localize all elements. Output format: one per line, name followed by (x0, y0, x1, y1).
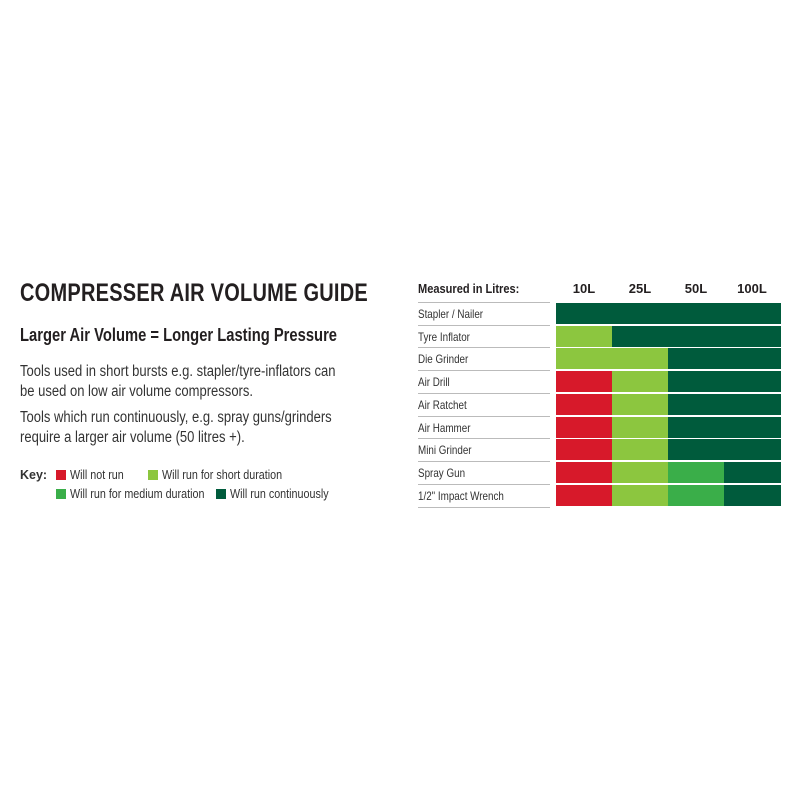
row-label: Air Hammer (418, 415, 550, 439)
heatmap-cell (724, 439, 781, 461)
row-label: Stapler / Nailer (418, 302, 550, 325)
row-label: Mini Grinder (418, 438, 550, 461)
heatmap-cell (556, 325, 613, 347)
heatmap-cell (668, 461, 725, 483)
legend-swatch (56, 470, 66, 480)
column-header: 50L (684, 281, 708, 296)
heatmap-cell (612, 371, 669, 393)
heatmap-cell (668, 393, 725, 415)
column-header: 10L (572, 281, 596, 296)
heatmap-cell (556, 303, 613, 324)
heatmap-cell (724, 393, 781, 415)
legend-item-label: Will run for medium duration (70, 487, 205, 501)
heatmap-cell (612, 461, 669, 483)
legend-item: Will not run (56, 468, 133, 482)
heatmap-cell (724, 303, 781, 324)
paragraph-short-bursts: Tools used in short bursts e.g. stapler/… (20, 363, 336, 400)
legend-swatch (148, 470, 158, 480)
legend-item-label: Will run for short duration (162, 468, 283, 482)
legend-swatch (216, 489, 226, 499)
row-label: 1/2" Impact Wrench (418, 483, 550, 508)
row-header: Measured in Litres: (418, 281, 520, 296)
heatmap-cell (724, 348, 781, 370)
heatmap-cell (668, 348, 725, 370)
legend-swatch (56, 489, 66, 499)
legend-item: Will run continuously (216, 487, 345, 501)
heatmap-cell (556, 461, 613, 483)
column-header: 100L (737, 281, 767, 296)
heatmap-cell (668, 371, 725, 393)
subtitle: Larger Air Volume = Longer Lasting Press… (20, 325, 338, 345)
heatmap-cell (612, 484, 669, 506)
heatmap-cell (556, 439, 613, 461)
heatmap-cell (556, 348, 613, 370)
heatmap-cell (612, 348, 669, 370)
heatmap-cell (556, 393, 613, 415)
heatmap-cell (612, 439, 669, 461)
paragraph-continuous: Tools which run continuously, e.g. spray… (20, 409, 332, 446)
heatmap-cell (556, 371, 613, 393)
heatmap-cell (612, 325, 669, 347)
heatmap-cell (724, 416, 781, 438)
row-label: Die Grinder (418, 347, 550, 370)
heatmap-cell (668, 416, 725, 438)
heatmap-cell (724, 484, 781, 506)
legend-item-label: Will run continuously (230, 487, 329, 501)
page-title: COMPRESSER AIR VOLUME GUIDE (20, 279, 368, 307)
heatmap-cell (612, 416, 669, 438)
column-header: 25L (628, 281, 652, 296)
heatmap-cell (668, 303, 725, 324)
heatmap-cell (724, 371, 781, 393)
legend-item: Will run for medium duration (56, 487, 226, 501)
heatmap-cell (668, 439, 725, 461)
heatmap-cell (724, 461, 781, 483)
row-label: Spray Gun (418, 460, 550, 484)
heatmap-cell (612, 393, 669, 415)
row-label: Air Drill (418, 370, 550, 393)
heatmap-cell (612, 303, 669, 324)
heatmap-cell (668, 484, 725, 506)
heatmap-cell (556, 484, 613, 506)
legend-item-label: Will not run (70, 468, 124, 482)
row-label: Tyre Inflator (418, 324, 550, 348)
row-label: Air Ratchet (418, 392, 550, 416)
legend-label: Key: (20, 468, 48, 482)
heatmap-cell (668, 325, 725, 347)
legend-item: Will run for short duration (148, 468, 302, 482)
heatmap-cell (724, 325, 781, 347)
heatmap-cell (556, 416, 613, 438)
